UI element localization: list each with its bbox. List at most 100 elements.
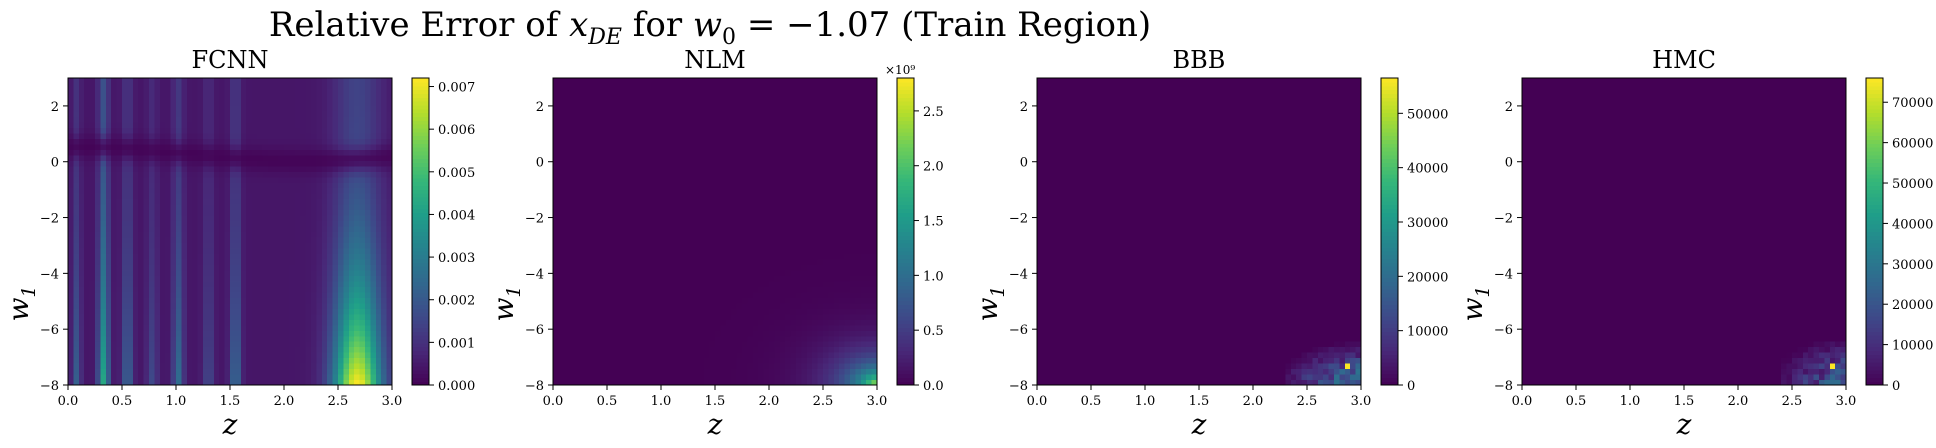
heatmap-cell [100,368,107,375]
heatmap-cell [359,160,366,167]
heatmap-cell [682,313,689,320]
heatmap-cell [316,121,323,128]
heatmap-cell [365,374,371,381]
heatmap-cell [601,198,608,205]
heatmap-cell [655,215,662,222]
heatmap-cell [127,352,134,359]
heatmap-cell [132,231,139,238]
heatmap-cell [580,242,586,249]
heatmap-cell [316,319,323,326]
heatmap-cell [348,204,355,211]
heatmap-cell [143,258,150,265]
heatmap-cell [327,258,334,265]
heatmap-cell [574,379,581,386]
heatmap-cell [197,143,204,150]
heatmap-cell [186,215,193,222]
heatmap-cell [365,99,371,107]
heatmap-cell [192,143,199,150]
heatmap-cell [251,160,258,167]
heatmap-cell [639,302,646,309]
heatmap-cell [338,297,344,304]
heatmap-cell [311,220,317,227]
heatmap-cell [311,357,317,364]
heatmap-cell [208,231,215,238]
heatmap-cell [580,193,586,200]
heatmap-cell [321,253,328,260]
heatmap-cell [132,324,139,331]
heatmap-cell [267,226,274,233]
heatmap-cell [553,368,559,375]
heatmap-cell [693,308,700,315]
heatmap-cell [149,236,155,244]
heatmap-cell [370,220,377,227]
heatmap-cell [289,94,296,101]
heatmap-cell [332,253,339,260]
heatmap-cell [181,280,188,287]
heatmap-cell [634,220,640,227]
heatmap-cell [273,198,280,205]
heatmap-cell [639,258,646,265]
heatmap-cell [370,379,377,386]
heatmap-cell [359,121,366,128]
heatmap-cell [338,220,344,227]
heatmap-cell [569,258,576,265]
heatmap-cell [655,297,662,304]
heatmap-cell [203,319,209,326]
heatmap-cell [278,253,285,260]
heatmap-cell [305,308,312,315]
heatmap-cell [197,335,204,342]
heatmap-cell [197,346,204,353]
heatmap-cell [348,143,355,150]
heatmap-cell [294,198,301,205]
heatmap-cell [305,247,312,255]
heatmap-cell [332,264,339,271]
heatmap-cell [617,78,624,85]
heatmap-cell [284,116,290,123]
heatmap-cell [294,231,301,238]
heatmap-cell [359,226,366,233]
heatmap-cell [89,198,96,205]
heatmap-cell [116,346,123,353]
heatmap-cell [105,138,112,145]
heatmap-cell [375,154,382,161]
heatmap-cell [617,242,624,249]
heatmap-cell [230,346,236,353]
heatmap-cell [655,379,662,386]
heatmap-cell [251,149,258,156]
heatmap-cell [563,297,570,304]
heatmap-cell [321,149,328,156]
colorbar-swatch [412,143,429,148]
heatmap-cell [569,215,576,222]
heatmap-cell [666,346,673,353]
heatmap-cell [273,204,280,211]
heatmap-cell [262,220,269,227]
colorbar-swatch [412,319,429,325]
heatmap-cell [634,269,640,276]
heatmap-cell [574,368,581,375]
heatmap-cell [375,149,382,156]
heatmap-cell [375,171,382,178]
colorbar-swatch [412,200,429,206]
heatmap-cell [365,286,371,293]
heatmap-cell [89,302,96,309]
heatmap-cell [127,94,134,101]
colorbar-swatch [412,323,429,329]
heatmap-cell [176,313,182,320]
heatmap-cell [682,269,689,276]
heatmap-cell [563,165,570,172]
heatmap-cell [650,132,657,139]
heatmap-cell [138,165,145,172]
heatmap-cell [257,357,263,364]
heatmap-cell [553,374,559,381]
heatmap-cell [240,220,247,227]
heatmap-cell [558,204,565,211]
heatmap-cell [294,379,301,386]
heatmap-cell [127,220,134,227]
heatmap-cell [127,231,134,238]
heatmap-cell [607,132,613,139]
heatmap-cell [89,160,96,167]
heatmap-cell [203,291,209,298]
heatmap-cell [321,182,328,189]
heatmap-cell [138,236,145,244]
heatmap-cell [251,121,258,128]
